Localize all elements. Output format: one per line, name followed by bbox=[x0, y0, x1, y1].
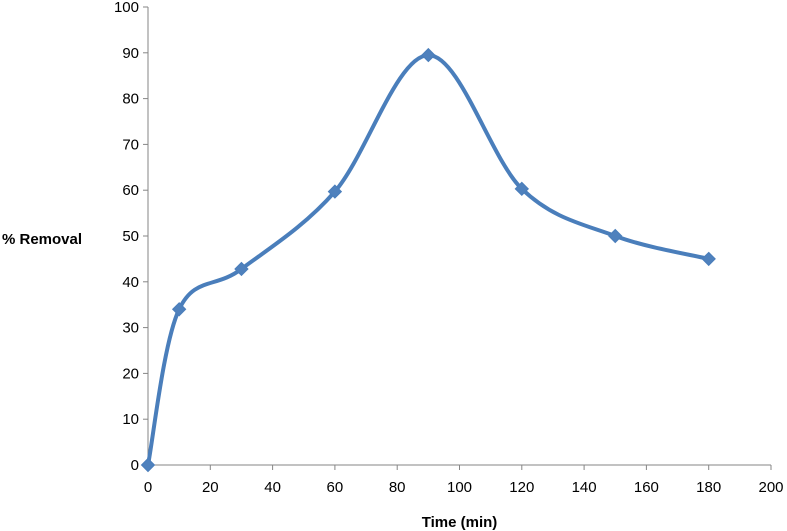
data-point-marker bbox=[234, 261, 249, 277]
y-tick-label: 10 bbox=[122, 411, 139, 428]
y-tick-label: 0 bbox=[131, 457, 139, 474]
x-axis-title: Time (min) bbox=[422, 514, 498, 531]
y-tick-label: 100 bbox=[114, 0, 139, 16]
x-tick-label: 80 bbox=[389, 479, 406, 496]
x-tick-label: 120 bbox=[509, 479, 534, 496]
x-tick-label: 160 bbox=[634, 479, 659, 496]
data-point-marker bbox=[608, 228, 623, 244]
x-tick-label: 140 bbox=[572, 479, 597, 496]
data-point-marker bbox=[327, 184, 343, 199]
axes: 0 10 20 30 40 50 60 70 80 90 100 0 20 40 60 80 100 120 14… bbox=[114, 0, 784, 496]
y-tick-label: 60 bbox=[122, 182, 139, 199]
data-point-marker bbox=[171, 302, 187, 317]
y-tick-label: 20 bbox=[122, 365, 139, 382]
x-tick-label: 180 bbox=[696, 479, 721, 496]
x-axis-ticks: 0 20 40 60 80 100 120 140 160 180 200 bbox=[144, 465, 784, 496]
series-line bbox=[146, 53, 711, 467]
series-markers bbox=[140, 47, 716, 473]
x-tick-label: 0 bbox=[144, 479, 152, 496]
y-tick-label: 40 bbox=[122, 274, 139, 291]
y-axis-title: % Removal bbox=[2, 231, 82, 248]
y-tick-label: 80 bbox=[122, 91, 139, 108]
x-tick-label: 60 bbox=[327, 479, 344, 496]
data-point-marker bbox=[140, 457, 156, 473]
y-tick-label: 50 bbox=[122, 228, 139, 245]
y-tick-label: 70 bbox=[122, 136, 139, 153]
x-tick-label: 20 bbox=[202, 479, 219, 496]
y-tick-label: 30 bbox=[122, 320, 139, 337]
y-tick-label: 90 bbox=[122, 45, 139, 62]
x-tick-label: 100 bbox=[447, 479, 472, 496]
x-tick-label: 200 bbox=[758, 479, 783, 496]
x-tick-label: 40 bbox=[264, 479, 281, 496]
y-axis-ticks: 0 10 20 30 40 50 60 70 80 90 100 bbox=[114, 0, 148, 474]
data-point-marker bbox=[514, 181, 530, 197]
series-group bbox=[140, 47, 716, 473]
data-point-marker bbox=[421, 47, 436, 63]
data-point-marker bbox=[701, 251, 716, 267]
